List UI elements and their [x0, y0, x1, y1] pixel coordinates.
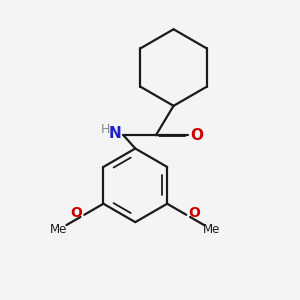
Text: O: O: [70, 206, 82, 220]
Text: Me: Me: [50, 223, 68, 236]
Text: O: O: [190, 128, 203, 143]
Text: Me: Me: [203, 223, 220, 236]
Text: N: N: [108, 126, 121, 141]
Text: O: O: [189, 206, 200, 220]
Text: H: H: [101, 123, 110, 136]
